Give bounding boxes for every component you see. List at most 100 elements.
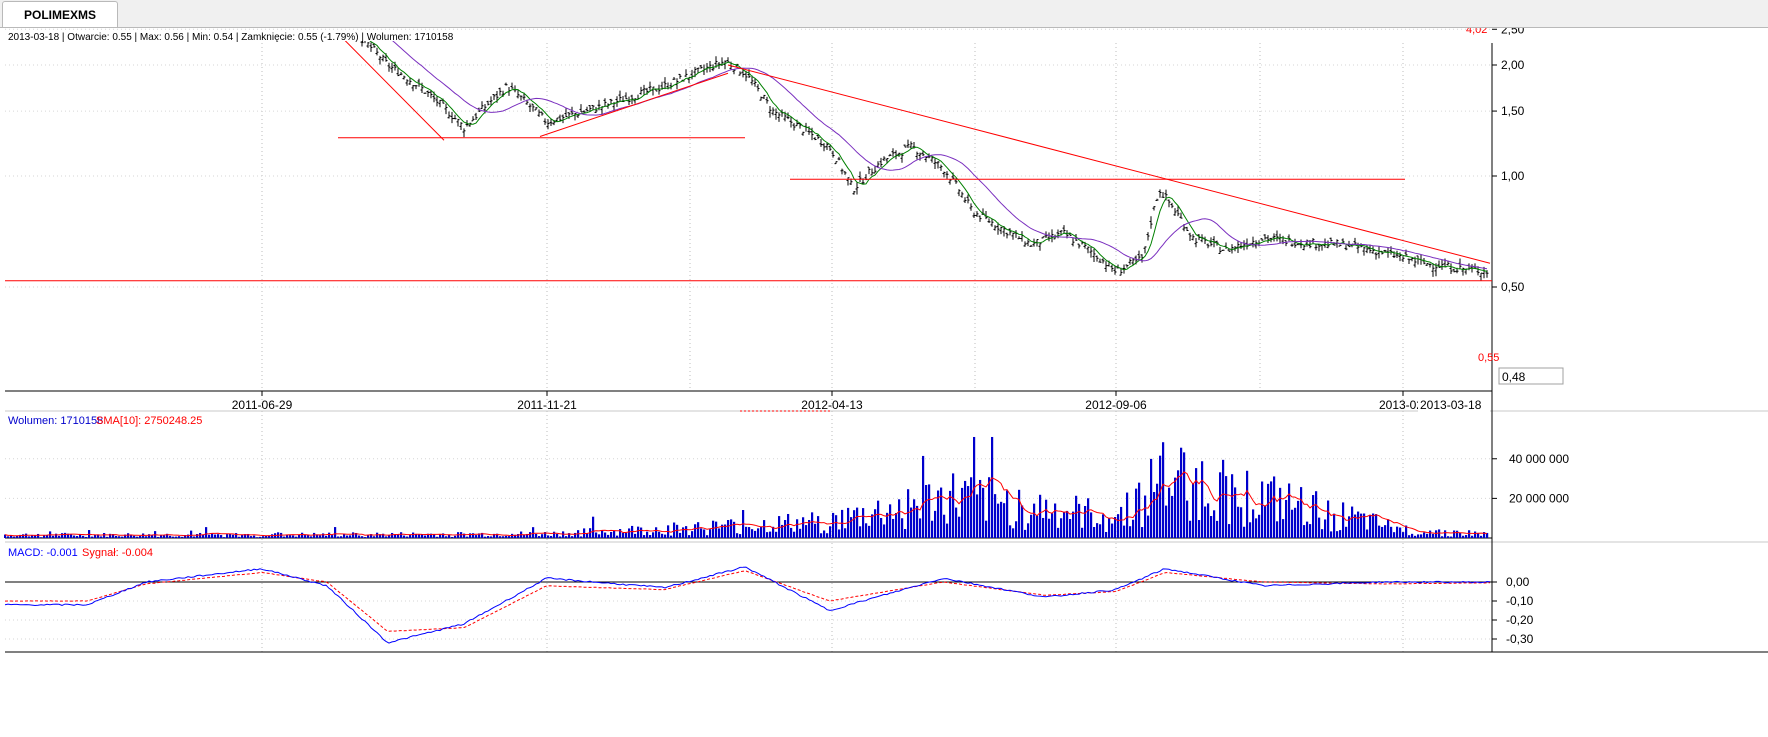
volume-bar [547,535,550,538]
volume-bar [409,535,412,538]
volume-bar [820,533,823,538]
trendline-resistance-2 [727,64,1491,264]
volume-bar [1096,523,1099,538]
volume-bar [793,531,796,538]
trendlines[interactable] [5,28,1492,282]
volume-bar [928,484,931,538]
stock-chart[interactable]: 2013-03-18 | Otwarcie: 0.55 | Max: 0.56 … [0,28,1768,737]
volume-bar [658,531,661,538]
price-panel[interactable] [4,28,1493,282]
volume-bar [925,485,928,538]
volume-bar [10,535,13,538]
volume-bar [1288,483,1291,538]
volume-bar [211,533,214,538]
volume-bar [490,536,493,538]
volume-bar [1315,491,1318,538]
date-current-label: 2013-03-18 [1420,398,1482,412]
volume-bar [958,516,961,538]
volume-bar [685,526,688,538]
volume-bar [304,535,307,538]
volume-bar [1030,514,1033,538]
volume-bar [253,535,256,538]
volume-bar [760,527,763,538]
volume-bar [1195,468,1198,538]
volume-bar [1153,492,1156,538]
volume-bar [1402,532,1405,538]
volume-bar [772,526,775,538]
volume-bar [1297,500,1300,538]
volume-bar [1078,503,1081,538]
volume-bar [454,535,457,538]
volume-bar [586,533,589,538]
volume-bar [901,518,904,538]
volume-bar [1102,514,1105,538]
volume-bar [148,534,151,538]
tab-polimexms[interactable]: POLIMEXMS [2,1,118,27]
volume-bar [67,533,70,538]
volume-bar [406,536,409,538]
volume-bar [976,494,979,538]
volume-bar [145,536,148,538]
volume-bar [1279,487,1282,538]
date-tick-label: 2012-04-13 [801,398,863,412]
macd-signal-label: Sygnał: -0.004 [82,547,153,559]
chart-area[interactable]: 2013-03-18 | Otwarcie: 0.55 | Max: 0.56 … [0,27,1768,737]
volume-bar [1012,528,1015,538]
volume-bar [1171,495,1174,538]
volume-bar [865,523,868,538]
volume-bar [952,473,955,538]
volume-bar [1306,521,1309,538]
volume-bar [1033,503,1036,538]
volume-bar [1060,518,1063,538]
volume-bar [946,523,949,538]
volume-bar [1192,483,1195,538]
volume-bar [220,535,223,538]
volume-bar [613,530,616,538]
volume-bar [1408,535,1411,538]
volume-bar [628,528,631,538]
volume-bar [43,535,46,538]
volume-bar [256,537,259,538]
volume-bar [85,536,88,538]
volume-bar [1318,517,1321,538]
volume-bar [475,535,478,538]
volume-bar [1327,500,1330,538]
volume-bar [538,536,541,538]
volume-bar [1066,510,1069,538]
volume-bar [1468,530,1471,538]
volume-bar [715,521,718,538]
volume-bar [76,536,79,538]
volume-bar [1024,529,1027,538]
volume-bar [619,529,622,538]
volume-bar [382,533,385,538]
volume-bar [1003,503,1006,538]
volume-bar [1093,526,1096,538]
volume-bar [1453,530,1456,538]
volume-bar [250,536,253,538]
volume-bar [1471,535,1474,538]
volume-bar [418,534,421,538]
volume-bar [103,533,106,538]
volume-bar [289,535,292,538]
volume-bar [1273,476,1276,538]
volume-bar [1177,470,1180,538]
volume-bar [427,533,430,538]
volume-bar [880,517,883,538]
volume-bar [1486,532,1489,538]
volume-bar [1285,499,1288,538]
volume-bar [688,535,691,538]
volume-bar [16,535,19,538]
volume-bar [808,520,811,538]
volume-bar [13,536,16,538]
volume-bar [616,535,619,538]
volume-bar [859,526,862,538]
volume-bar [325,535,328,538]
volume-bar [184,535,187,538]
volume-bar [469,533,472,538]
volume-bar [721,524,724,538]
volume-bar [1429,530,1432,538]
volume-bar [1225,476,1228,538]
volume-bar [712,520,715,538]
volume-bar [1057,527,1060,538]
volume-bar [739,534,742,538]
